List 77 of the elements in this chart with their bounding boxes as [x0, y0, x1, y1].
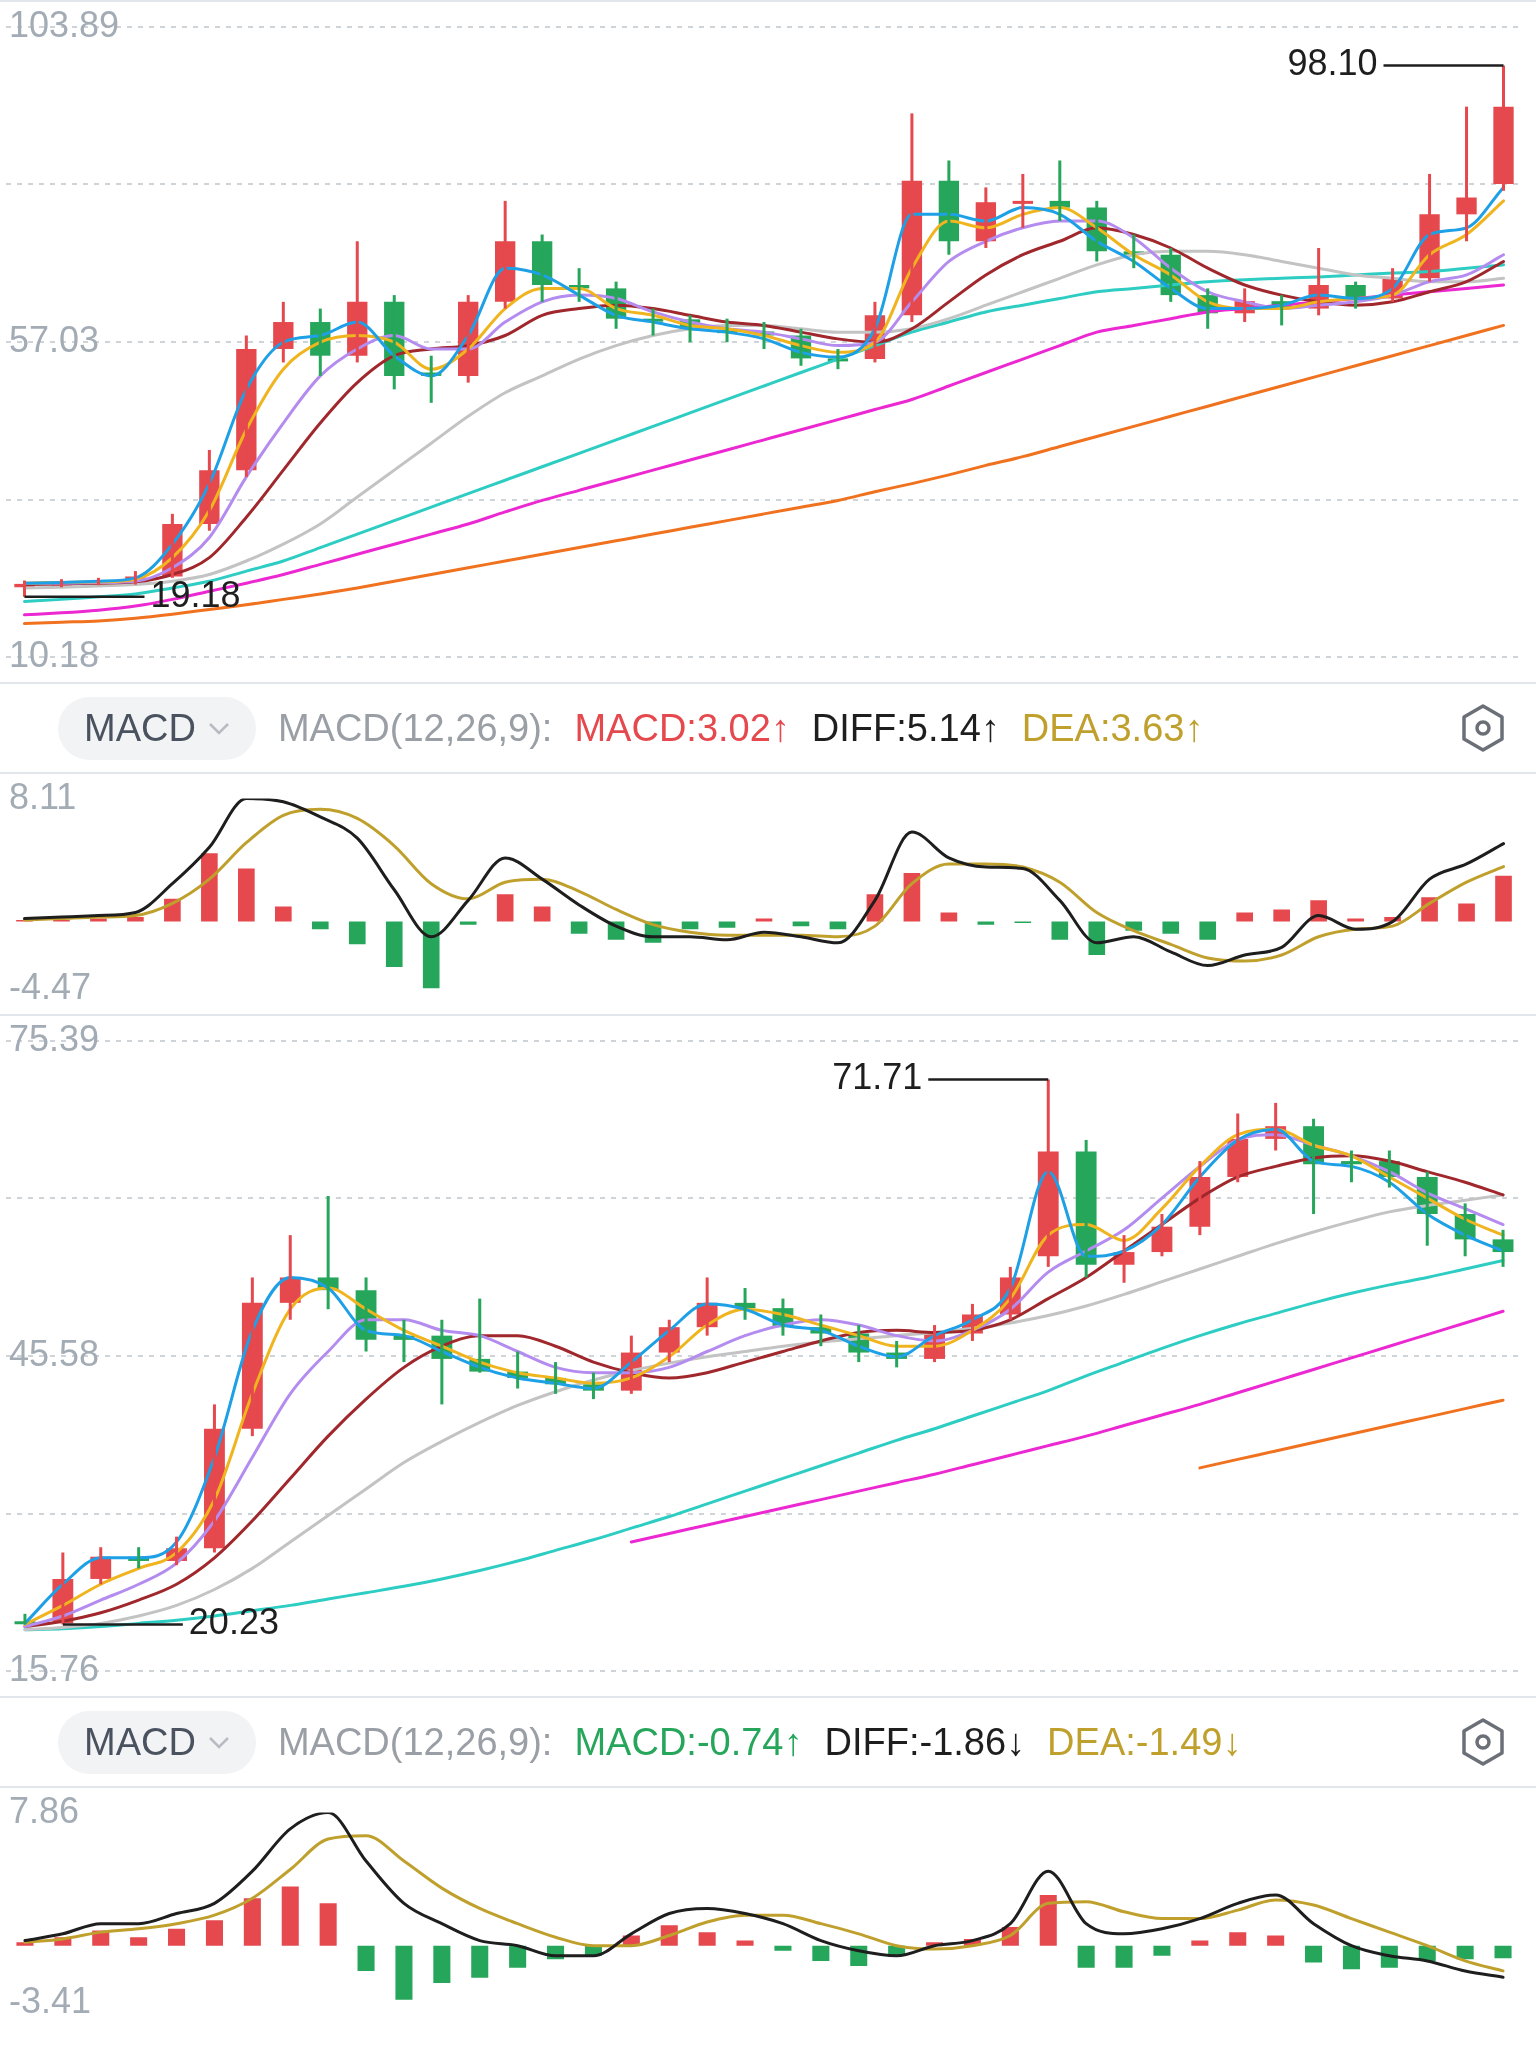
y-tick-label: 57.03 [9, 318, 100, 360]
bar [348, 921, 366, 945]
y-tick-label: 7.86 [9, 1789, 80, 1831]
bar [1236, 912, 1253, 922]
annotation: 71.71 [832, 1056, 923, 1098]
bar [1458, 903, 1475, 922]
y-tick-label: 103.89 [9, 3, 120, 45]
bar [319, 1903, 337, 1946]
bar [1305, 1945, 1323, 1963]
bar [168, 1928, 186, 1946]
text: DEA:3.63↑ [1021, 706, 1204, 750]
bar [433, 1945, 451, 1983]
text: MACD [84, 1720, 196, 1764]
bar [130, 1937, 148, 1946]
bar [977, 921, 995, 925]
bar [774, 1945, 792, 1951]
text: MACD [84, 706, 196, 750]
bar [357, 1945, 375, 1972]
line-series [1198, 1398, 1505, 1470]
text: DIFF:-1.86↓ [824, 1720, 1026, 1764]
bar [1229, 1932, 1247, 1946]
bar [275, 906, 292, 922]
bar [1342, 1945, 1360, 1970]
text: DEA:-1.49↓ [1047, 1720, 1242, 1764]
bar [281, 1886, 299, 1946]
bar [385, 921, 403, 968]
bar [736, 1940, 754, 1946]
y-tick-label: -3.41 [9, 1980, 92, 2022]
bar [243, 1898, 261, 1946]
bar [459, 921, 477, 925]
bar [496, 894, 514, 922]
bar [1115, 1945, 1133, 1968]
bar [509, 1945, 527, 1968]
bar [1191, 1940, 1209, 1946]
bar [812, 1945, 830, 1961]
bar [1162, 921, 1180, 934]
bar [201, 853, 218, 922]
bar [1456, 1945, 1474, 1960]
bar [698, 1932, 716, 1946]
bar [570, 921, 588, 934]
y-tick-label: -4.47 [9, 966, 92, 1008]
text: MACD:3.02↑ [574, 706, 790, 750]
annotation: 20.23 [188, 1601, 279, 1643]
bar [1077, 1945, 1095, 1968]
bar [1199, 921, 1217, 940]
bar [311, 921, 329, 930]
bar [755, 918, 773, 922]
bar [205, 1920, 223, 1946]
chart-title: MACD(12,26,9): [277, 706, 553, 750]
bar [1273, 909, 1290, 922]
text: MACD:-0.74↑ [574, 1720, 803, 1764]
bar [1039, 1894, 1057, 1946]
y-tick-label: 45.58 [9, 1332, 100, 1374]
chart-title: MACD(12,26,9): [277, 1720, 553, 1764]
line-series [23, 1834, 1505, 1973]
bar [1495, 875, 1512, 922]
y-tick-label: 75.39 [9, 1017, 100, 1059]
bar [940, 912, 958, 922]
text: DIFF:5.14↑ [811, 706, 1000, 750]
bar [1267, 1935, 1285, 1946]
bar [1153, 1945, 1171, 1956]
bar [1494, 1945, 1512, 1959]
bar [422, 921, 440, 989]
y-tick-label: 10.18 [9, 634, 100, 676]
bar [533, 906, 551, 922]
bar [1051, 921, 1069, 940]
y-tick-label: 15.76 [9, 1648, 100, 1690]
y-tick-label: 8.11 [9, 775, 77, 817]
bar [471, 1945, 489, 1978]
bar [395, 1945, 413, 2000]
line-series [629, 1309, 1505, 1544]
bar [1347, 918, 1364, 922]
bar [238, 868, 255, 922]
annotation: 98.10 [1287, 42, 1378, 84]
bar [1088, 921, 1106, 955]
bar [718, 921, 736, 928]
bar [127, 917, 144, 922]
